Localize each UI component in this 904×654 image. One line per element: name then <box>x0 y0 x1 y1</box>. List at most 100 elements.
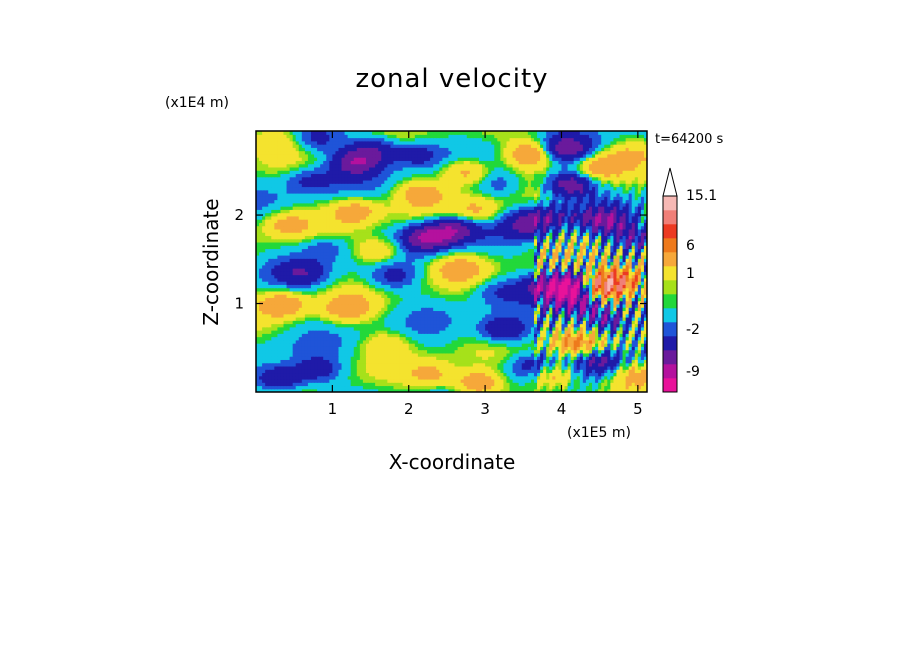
heatmap-cell <box>274 356 278 360</box>
heatmap-cell <box>362 336 367 341</box>
heatmap-cell <box>323 388 327 392</box>
heatmap-cell <box>347 339 352 344</box>
heatmap-cell <box>335 339 340 344</box>
heatmap-cell <box>610 365 614 370</box>
heatmap-cell <box>436 336 440 341</box>
heatmap-cell <box>347 375 352 380</box>
heatmap-cell <box>265 352 269 357</box>
heatmap-cell <box>469 382 474 387</box>
heatmap-cell <box>356 336 361 341</box>
heatmap-cell <box>616 356 621 360</box>
heatmap-cell <box>274 349 278 354</box>
heatmap-cell <box>454 369 459 374</box>
heatmap-cell <box>469 336 474 341</box>
heatmap-cell <box>540 356 544 360</box>
heatmap-cell <box>491 385 495 390</box>
heatmap-cell <box>381 330 385 334</box>
heatmap-cell <box>436 333 440 338</box>
heatmap-cell <box>475 365 480 370</box>
heatmap-cell <box>369 369 373 374</box>
heatmap-cell <box>295 346 300 351</box>
heatmap-cell <box>286 372 291 377</box>
heatmap-cell <box>326 346 330 351</box>
heatmap-cell <box>601 346 605 351</box>
heatmap-cell <box>469 385 474 390</box>
heatmap-cell <box>387 346 391 351</box>
heatmap-cell <box>637 349 642 354</box>
heatmap-cell <box>338 330 343 334</box>
heatmap-cell <box>445 352 450 357</box>
heatmap-cell <box>497 346 501 351</box>
heatmap-cell <box>500 333 505 338</box>
heatmap-cell <box>326 356 330 360</box>
heatmap-cell <box>417 372 422 377</box>
heatmap-cell <box>546 356 550 360</box>
heatmap-cell <box>485 339 489 344</box>
heatmap-cell <box>329 365 333 370</box>
heatmap-cell <box>365 378 370 383</box>
heatmap-cell <box>509 336 514 341</box>
heatmap-cell <box>280 365 285 370</box>
heatmap-cell <box>402 375 407 380</box>
heatmap-cell <box>359 375 364 380</box>
heatmap-cell <box>280 349 285 354</box>
heatmap-cell <box>256 388 260 392</box>
heatmap-cell <box>524 333 529 338</box>
heatmap-cell <box>579 359 584 364</box>
heatmap-cell <box>537 382 541 387</box>
heatmap-cell <box>314 385 318 390</box>
heatmap-cell <box>530 382 535 387</box>
heatmap-cell <box>375 388 379 392</box>
heatmap-cell <box>344 356 349 360</box>
heatmap-cell <box>350 359 355 364</box>
heatmap-cell <box>265 336 269 341</box>
heatmap-cell <box>509 339 514 344</box>
heatmap-cell <box>326 369 330 374</box>
heatmap-cell <box>592 336 596 341</box>
heatmap-cell <box>448 385 453 390</box>
heatmap-cell <box>408 356 413 360</box>
heatmap-cell <box>527 365 532 370</box>
heatmap-cell <box>274 375 278 380</box>
heatmap-cell <box>500 369 505 374</box>
heatmap-cell <box>521 372 526 377</box>
heatmap-cell <box>277 339 282 344</box>
heatmap-cell <box>396 369 401 374</box>
heatmap-cell <box>280 369 285 374</box>
heatmap-cell <box>619 362 624 367</box>
heatmap-cell <box>347 352 352 357</box>
heatmap-cell <box>463 330 468 334</box>
heatmap-cell <box>298 365 303 370</box>
heatmap-cell <box>390 352 395 357</box>
heatmap-cell <box>573 356 578 360</box>
heatmap-cell <box>390 365 395 370</box>
heatmap-cell <box>387 343 391 347</box>
heatmap-cell <box>631 372 636 377</box>
heatmap-cell <box>375 369 379 374</box>
heatmap-cell <box>283 339 288 344</box>
heatmap-cell <box>433 339 437 344</box>
heatmap-cell <box>292 378 297 383</box>
heatmap-cell <box>588 375 593 380</box>
heatmap-cell <box>475 369 480 374</box>
heatmap-cell <box>393 349 398 354</box>
heatmap-cell <box>503 385 508 390</box>
heatmap-cell <box>414 382 419 387</box>
heatmap-cell <box>497 372 501 377</box>
heatmap-cell <box>365 372 370 377</box>
heatmap-cell <box>555 362 560 367</box>
heatmap-cell <box>451 365 456 370</box>
heatmap-cell <box>353 375 358 380</box>
heatmap-cell <box>268 365 272 370</box>
heatmap-cell <box>503 349 508 354</box>
heatmap-cell <box>256 378 260 383</box>
heatmap-cell <box>567 382 572 387</box>
heatmap-cell <box>414 362 419 367</box>
heatmap-cell <box>515 330 520 334</box>
heatmap-cell <box>427 346 431 351</box>
heatmap-cell <box>451 330 456 334</box>
heatmap-cell <box>549 365 553 370</box>
heatmap-cell <box>256 336 260 341</box>
heatmap-cell <box>585 388 590 392</box>
heatmap-cell <box>283 362 288 367</box>
